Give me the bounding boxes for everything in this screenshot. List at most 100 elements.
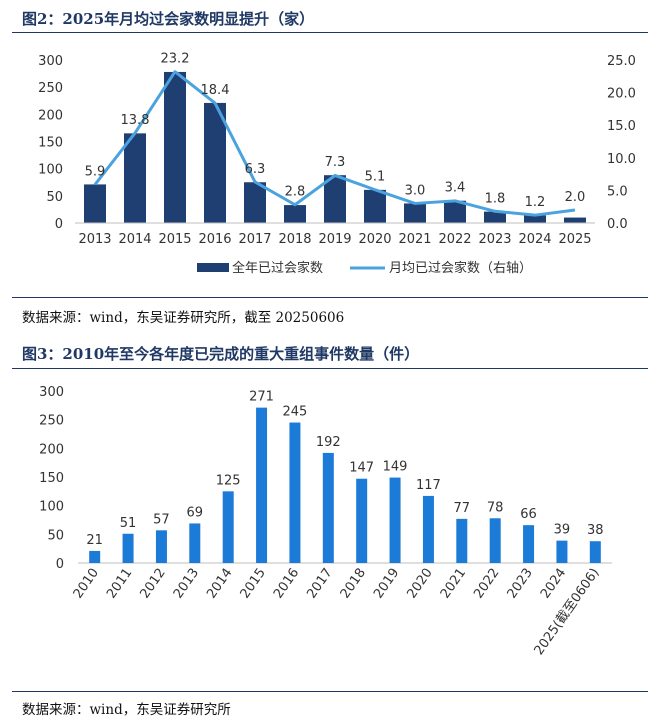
- bar-2025(截至0606): [589, 541, 601, 563]
- bar-data-label: 245: [283, 405, 308, 420]
- bar-2011: [122, 533, 134, 563]
- left-axis-tick: 150: [38, 136, 63, 151]
- bar-2016: [289, 422, 301, 563]
- bar-data-label: 57: [153, 512, 170, 527]
- line-data-label: 2.8: [285, 185, 306, 200]
- right-axis-tick: 10.0: [607, 152, 636, 167]
- x-axis-tick: 2024: [518, 232, 551, 247]
- y-axis-tick: 150: [39, 471, 64, 486]
- bar-data-label: 78: [487, 500, 504, 515]
- x-axis-tick: 2021: [398, 232, 431, 247]
- left-axis-tick: 200: [38, 108, 63, 123]
- bar-data-label: 192: [316, 435, 341, 450]
- left-axis-tick: 100: [38, 163, 63, 178]
- bar-2025: [564, 217, 586, 223]
- bar-2017: [244, 182, 266, 223]
- x-axis-tick: 2016: [198, 232, 231, 247]
- bar-data-label: 271: [249, 390, 274, 405]
- bar-2022: [489, 518, 501, 563]
- bar-2015: [164, 71, 186, 223]
- x-axis-tick: 2019: [318, 232, 351, 247]
- legend-line-label: 月均已过会家数（右轴）: [389, 260, 532, 276]
- x-axis-tick: 2018: [278, 232, 311, 247]
- x-axis-tick: 2011: [104, 566, 135, 602]
- bar-2017: [322, 452, 334, 563]
- figure2-source: 数据来源：wind，东吴证券研究所，截至 20250606: [22, 310, 345, 326]
- x-axis-tick: 2017: [304, 566, 335, 602]
- line-data-label: 7.3: [325, 155, 346, 170]
- bar-2021: [456, 518, 468, 563]
- figure2-title: 图2：2025年月均过会家数明显提升（家）: [22, 10, 315, 28]
- line-data-label: 1.2: [525, 195, 546, 210]
- bar-2024: [556, 540, 568, 563]
- legend-bar-swatch: [197, 263, 229, 272]
- bar-2018: [284, 205, 306, 223]
- line-data-label: 6.3: [245, 162, 266, 177]
- figure2-bottom-rule: [12, 297, 648, 298]
- bar-2020: [364, 189, 386, 223]
- bar-2014: [124, 133, 146, 223]
- bar-2014: [222, 491, 234, 563]
- x-axis-tick: 2014: [204, 566, 235, 602]
- x-axis-tick: 2025: [558, 232, 591, 247]
- x-axis-tick: 2021: [438, 566, 469, 602]
- line-data-label: 3.4: [445, 181, 466, 196]
- x-axis-tick: 2023: [505, 566, 536, 602]
- left-axis-tick: 250: [38, 81, 63, 96]
- x-axis-tick: 2015: [238, 566, 269, 602]
- bar-2023: [484, 211, 506, 223]
- x-axis-tick: 2020: [358, 232, 391, 247]
- y-axis-tick: 0: [56, 557, 64, 572]
- x-axis-tick: 2020: [404, 566, 435, 602]
- figure3-bottom-rule: [12, 691, 648, 692]
- x-axis-tick: 2024: [538, 566, 569, 602]
- line-data-label: 5.9: [85, 164, 106, 179]
- bar-2013: [84, 184, 106, 223]
- y-axis-tick: 300: [39, 385, 64, 400]
- y-axis-tick: 100: [39, 500, 64, 515]
- bar-2019: [389, 477, 401, 563]
- x-axis-tick: 2025(截至0606): [532, 566, 603, 658]
- bar-2019: [324, 175, 346, 223]
- bar-data-label: 39: [554, 523, 571, 538]
- bar-2018: [356, 478, 368, 563]
- bar-data-label: 149: [383, 460, 408, 475]
- bar-2015: [256, 407, 268, 563]
- bar-data-label: 147: [349, 461, 374, 476]
- x-axis-tick: 2023: [478, 232, 511, 247]
- right-axis-tick: 0.0: [607, 217, 628, 232]
- figure3-top-rule: [12, 368, 648, 369]
- x-axis-tick: 2018: [338, 566, 369, 602]
- bar-2023: [523, 525, 535, 563]
- figure3-title: 图3：2010年至今各年度已完成的重大重组事件数量（件）: [22, 345, 420, 363]
- right-axis-tick: 5.0: [607, 184, 628, 199]
- left-axis-tick: 0: [55, 217, 63, 232]
- bar-2020: [422, 495, 434, 563]
- monthly-average-line: [93, 70, 576, 217]
- bar-2010: [89, 550, 101, 563]
- figure2-top-rule: [12, 32, 648, 33]
- line-data-label: 5.1: [365, 170, 386, 185]
- x-axis-tick: 2022: [471, 566, 502, 602]
- bar-data-label: 38: [587, 523, 604, 538]
- line-data-label: 3.0: [405, 183, 426, 198]
- y-axis-tick: 50: [47, 528, 64, 543]
- line-data-label: 13.8: [121, 113, 150, 128]
- bar-data-label: 77: [454, 501, 471, 516]
- right-axis-tick: 25.0: [607, 54, 636, 69]
- x-axis-tick: 2013: [78, 232, 111, 247]
- bar-data-label: 125: [216, 473, 241, 488]
- bar-2016: [204, 102, 226, 223]
- bar-2024: [524, 215, 546, 223]
- left-axis-tick: 300: [38, 54, 63, 69]
- x-axis-tick: 2022: [438, 232, 471, 247]
- bar-2013: [189, 523, 201, 563]
- bar-data-label: 69: [187, 505, 204, 520]
- bar-data-label: 117: [416, 478, 441, 493]
- bar-2022: [444, 200, 466, 223]
- y-axis-tick: 250: [39, 414, 64, 429]
- line-data-label: 1.8: [485, 191, 506, 206]
- x-axis-tick: 2019: [371, 566, 402, 602]
- x-axis-tick: 2017: [238, 232, 271, 247]
